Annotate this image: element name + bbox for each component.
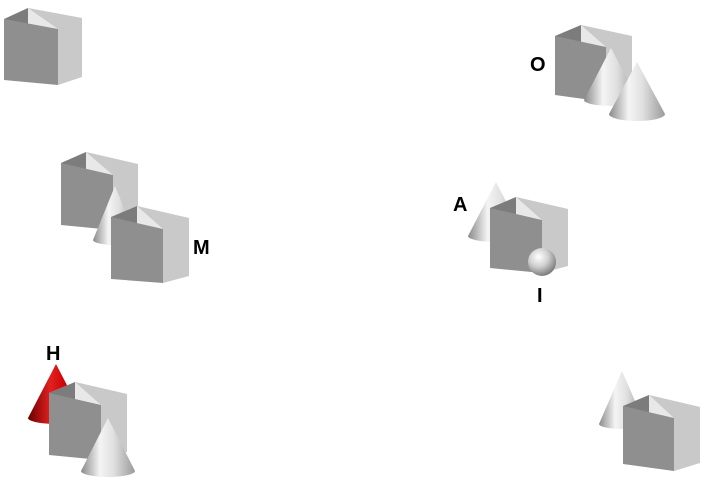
cube-4 [111, 206, 189, 283]
cone-6 [81, 418, 135, 477]
cube-1 [4, 8, 82, 85]
label-a: A [453, 194, 467, 216]
cone-2 [609, 62, 665, 121]
sphere-1 [528, 248, 556, 276]
label-i: I [537, 285, 543, 307]
cube-3 [61, 152, 138, 230]
label-h: H [46, 343, 60, 365]
cube-7 [623, 395, 700, 471]
label-o: O [530, 54, 546, 76]
cube-5 [490, 197, 568, 273]
label-m: M [193, 237, 210, 259]
